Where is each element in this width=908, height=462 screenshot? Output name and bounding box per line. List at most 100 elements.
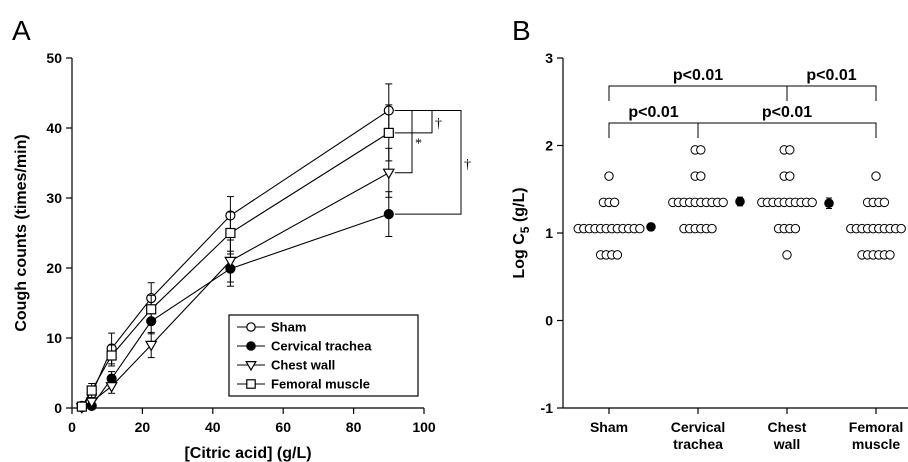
category-label-line: Cervical — [671, 419, 725, 435]
data-point — [383, 209, 394, 220]
data-point — [871, 171, 881, 181]
category-label-line: Femoral — [849, 419, 903, 435]
bracket-line — [608, 122, 699, 138]
y-tick-label: 0 — [545, 313, 553, 329]
significance-label: p<0.01 — [806, 67, 856, 84]
panel-a-label: A — [12, 15, 31, 46]
data-point — [106, 350, 117, 361]
data-point — [896, 223, 906, 234]
mean-chest-wall — [824, 197, 834, 209]
y-tick-label: 10 — [46, 330, 62, 346]
y-tick-label: 0 — [54, 400, 62, 416]
points-sham — [573, 171, 645, 260]
data-point — [782, 250, 792, 260]
bracket-mark: * — [415, 137, 422, 152]
legend-label: Sham — [271, 320, 306, 335]
category-label-femoral-muscle: Femoral muscle — [849, 419, 903, 452]
data-point — [382, 168, 396, 180]
legend-label: Femoral muscle — [271, 377, 370, 392]
category-label-sham: Sham — [590, 419, 628, 435]
data-point — [696, 145, 706, 155]
x-tick-label: 40 — [205, 419, 221, 435]
y-tick-label: 1 — [545, 225, 553, 241]
legend: Sham Cervical trachea Chest wall Femoral mu… — [228, 314, 419, 397]
legend-entry-sham: Sham — [237, 320, 306, 335]
significance-bracket: p<0.01 — [608, 104, 699, 138]
data-point — [718, 197, 728, 208]
data-point — [612, 250, 623, 260]
series-femoral-muscle — [76, 104, 394, 412]
bracket-line — [394, 110, 413, 174]
data-point — [696, 171, 706, 181]
x-tick-label: 0 — [68, 419, 76, 435]
legend-label: Chest wall — [271, 358, 335, 373]
significance-label: p<0.01 — [628, 104, 678, 121]
y-tick-label: -1 — [541, 400, 554, 416]
x-tick-label: 80 — [346, 419, 362, 435]
significance-label: p<0.01 — [762, 104, 812, 121]
x-tick-label: 100 — [412, 419, 436, 435]
legend-marker — [245, 361, 257, 372]
data-point — [76, 401, 87, 412]
data-point — [785, 171, 795, 181]
mean-point — [824, 198, 834, 209]
significance-bracket: p<0.01 — [697, 104, 877, 138]
points-chest-wall — [757, 145, 817, 260]
data-point — [224, 256, 237, 268]
category-label-line: trachea — [673, 436, 723, 452]
data-point — [86, 385, 97, 396]
category-label-line: Chest — [768, 419, 807, 435]
y-tick-label: 40 — [46, 120, 62, 136]
legend-entry-chest-wall: Chest wall — [237, 358, 335, 373]
y-tick-label: 20 — [46, 260, 62, 276]
y-tick-label: 30 — [46, 190, 62, 206]
legend-marker — [246, 322, 256, 332]
points-femoral-muscle — [846, 171, 906, 260]
legend-box — [228, 314, 419, 397]
mean-sham — [646, 222, 656, 232]
legend-marker — [246, 379, 256, 389]
data-point — [105, 382, 118, 393]
legend-entry-femoral-muscle: Femoral muscle — [237, 377, 370, 392]
data-point — [885, 250, 895, 260]
y-axis-label: Log C5 (g/L) — [511, 187, 532, 278]
category-label-line: Sham — [590, 419, 628, 435]
category-label-line: wall — [773, 436, 800, 452]
mean-cervical-trachea — [735, 196, 745, 207]
data-point — [879, 197, 890, 208]
panel-b: B -1 0 1 2 3 Log C5 (g/L) Sham Cervical trachea Ch… — [511, 15, 908, 452]
significance-label: p<0.01 — [673, 67, 723, 84]
legend-entry-cervical-trachea: Cervical trachea — [237, 339, 372, 354]
bracket-line — [394, 110, 462, 215]
bracket-mark: † — [464, 157, 471, 172]
y-axis-label-main: Log C — [511, 233, 528, 279]
series-chest-wall — [75, 147, 396, 414]
data-point — [635, 223, 645, 234]
bracket-mark: † — [435, 117, 442, 132]
category-label-line: muscle — [852, 436, 900, 452]
data-point — [807, 197, 817, 208]
significance-bracket: p<0.01 — [786, 67, 877, 101]
y-axis-label-subscript: 5 — [518, 226, 532, 233]
y-tick-label: 3 — [545, 50, 553, 66]
mean-point — [646, 222, 656, 232]
legend-label: Cervical trachea — [271, 339, 372, 354]
legend-marker — [246, 341, 256, 351]
data-point — [383, 127, 394, 138]
category-label-cervical-trachea: Cervical trachea — [671, 419, 725, 452]
bracket-line — [786, 85, 877, 101]
mean-point — [735, 196, 745, 207]
data-point — [144, 340, 158, 352]
bracket-line — [394, 110, 433, 134]
category-label-chest-wall: Chest wall — [768, 419, 807, 452]
panel-a: A 0 10 20 30 40 50 0 20 40 60 80 100 [Citric acid] (g… — [12, 15, 471, 462]
panel-b-label: B — [512, 15, 531, 46]
significance-bracket: * — [394, 110, 422, 174]
data-point — [785, 145, 795, 155]
significance-bracket: p<0.01 — [608, 67, 788, 101]
data-point — [609, 197, 620, 208]
y-tick-label: 2 — [545, 138, 553, 154]
y-tick-label: 50 — [46, 50, 62, 66]
x-axis-label: [Citric acid] (g/L) — [184, 445, 311, 462]
